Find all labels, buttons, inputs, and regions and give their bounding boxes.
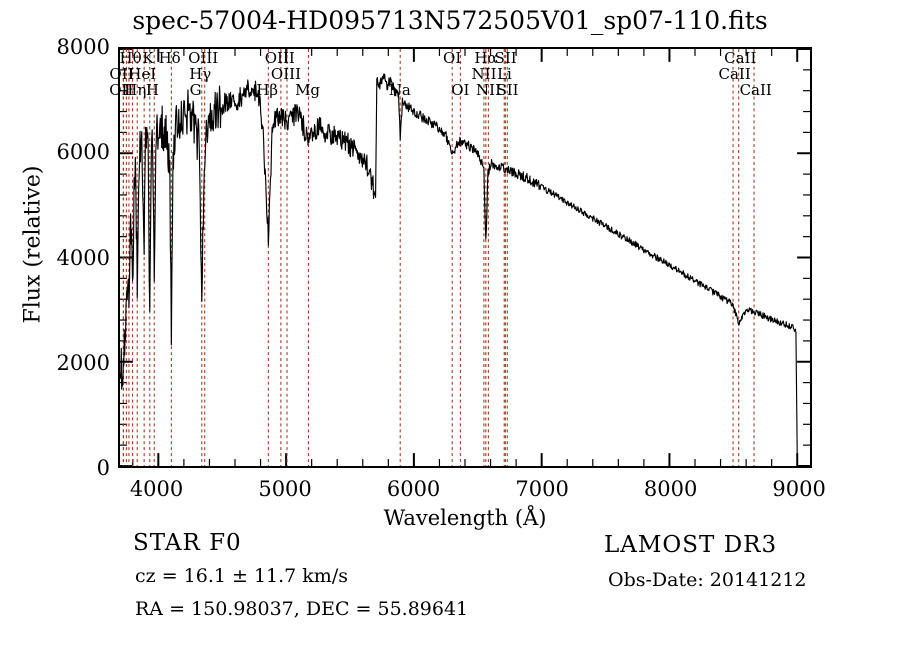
spectral-line-label: OII bbox=[109, 65, 134, 83]
spectral-line-label: SII bbox=[496, 81, 519, 99]
spectral-line-label: H bbox=[145, 81, 159, 99]
major-tick-marks bbox=[120, 49, 810, 466]
plot-area bbox=[118, 47, 812, 468]
object-class-label: STAR F0 bbox=[133, 530, 242, 556]
x-tick-label-6000: 6000 bbox=[386, 477, 441, 501]
spectral-line-label: CaII bbox=[718, 65, 751, 83]
x-axis-title: Wavelength (Å) bbox=[383, 506, 547, 530]
spectral-line-label: HeI bbox=[128, 65, 157, 83]
obs-date-label: Obs-Date: 20141212 bbox=[608, 569, 807, 591]
x-tick-label-5000: 5000 bbox=[258, 477, 312, 501]
spectral-line-label: Hβ bbox=[256, 81, 279, 99]
y-tick-label-4000: 4000 bbox=[56, 245, 110, 270]
spectral-line-label: Hθ bbox=[119, 49, 142, 67]
spectral-line-label: OI bbox=[451, 81, 470, 99]
spectral-line-label: Hδ bbox=[158, 49, 181, 67]
x-tick-label-7000: 7000 bbox=[515, 477, 569, 501]
spectral-line-label: Li bbox=[497, 65, 512, 83]
x-tick-label-4000: 4000 bbox=[129, 477, 184, 501]
x-tick-label-9000: 9000 bbox=[772, 477, 826, 501]
figure-title: spec-57004-HD095713N572505V01_sp07-110.f… bbox=[132, 6, 768, 35]
spectral-line-label: CaII bbox=[724, 49, 757, 67]
spectral-line-label: OII bbox=[109, 81, 134, 99]
y-axis-title: Flux (relative) bbox=[20, 165, 46, 324]
spectral-line-label: OIII bbox=[270, 65, 302, 83]
y-tick-label-2000: 2000 bbox=[56, 350, 110, 375]
spectral-line-label: OI bbox=[443, 49, 462, 67]
y-tick-label-0: 0 bbox=[96, 456, 110, 480]
spectral-line-label: NII bbox=[476, 81, 502, 99]
y-tick-label-6000: 6000 bbox=[56, 140, 110, 165]
spectral-line-label: Mg bbox=[295, 81, 321, 99]
spectral-line-label: NII bbox=[471, 65, 497, 83]
spectral-line-label: G bbox=[189, 81, 202, 99]
spectral-line-label: Na bbox=[388, 81, 411, 99]
spectral-line-label: Hη bbox=[124, 81, 147, 99]
spectral-line-label: CaII bbox=[739, 81, 772, 99]
spectral-line-label: K bbox=[142, 49, 154, 67]
radial-velocity-label: cz = 16.1 ± 11.7 km/s bbox=[135, 565, 348, 587]
spectral-line-label: Hγ bbox=[189, 65, 212, 83]
spectral-line-label: SII bbox=[494, 49, 517, 67]
survey-label: LAMOST DR3 bbox=[604, 532, 778, 558]
spectral-line-label: OIII bbox=[264, 49, 295, 67]
minor-tick-marks bbox=[120, 49, 810, 466]
spectral-line-label: OIII bbox=[188, 49, 219, 67]
spectrum-canvas bbox=[120, 49, 810, 466]
y-tick-label-8000: 8000 bbox=[56, 35, 110, 59]
coordinates-label: RA = 150.98037, DEC = 55.89641 bbox=[135, 598, 469, 620]
spectral-line-label: Hα bbox=[474, 49, 498, 67]
flux-trace bbox=[120, 73, 798, 457]
x-tick-label-8000: 8000 bbox=[643, 477, 698, 501]
